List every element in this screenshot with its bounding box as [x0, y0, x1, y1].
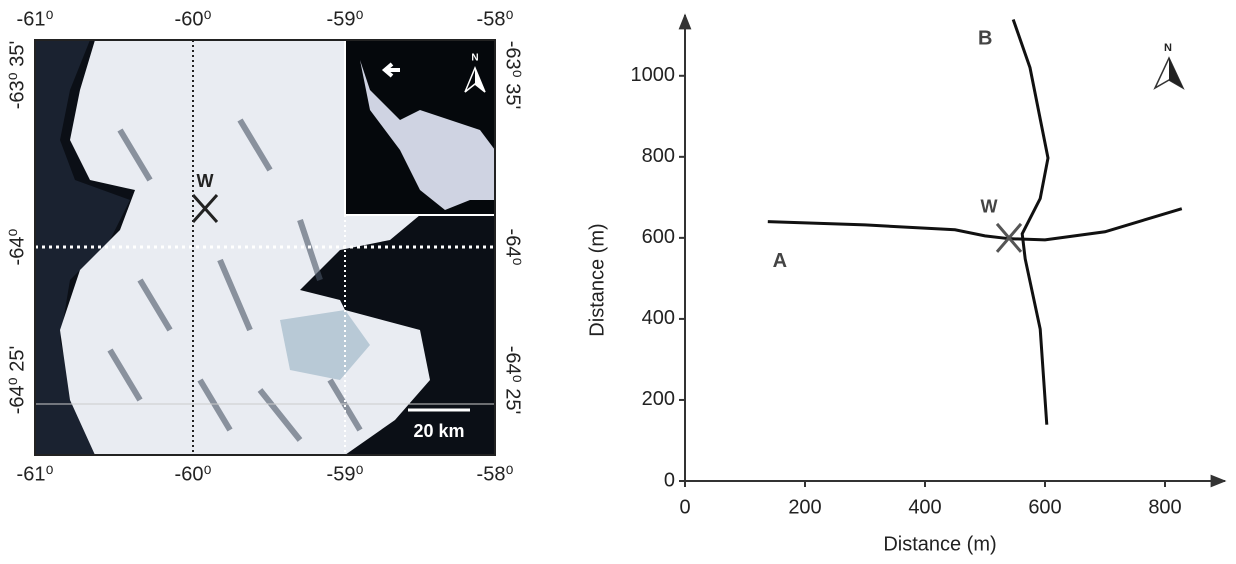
map-right-tick: -64⁰ 25' — [502, 346, 524, 415]
profile-line — [1011, 18, 1050, 425]
x-tick-label: 400 — [908, 496, 941, 518]
x-tick-label: 200 — [788, 496, 821, 518]
x-tick-label: 800 — [1148, 496, 1181, 518]
y-tick-label: 400 — [642, 307, 675, 329]
profile-line — [767, 207, 1183, 242]
site-marker — [995, 222, 1023, 253]
map-top-tick: -59⁰ — [327, 8, 364, 30]
y-tick-label: 1000 — [631, 64, 676, 86]
y-tick-label: 0 — [664, 469, 675, 491]
map-bottom-tick: -60⁰ — [175, 463, 212, 485]
map-top-tick: -60⁰ — [175, 8, 212, 30]
map-bottom-tick: -58⁰ — [477, 463, 514, 485]
map-frame — [34, 39, 496, 456]
north-arrow-fill — [1169, 58, 1183, 88]
map-top-tick: -61⁰ — [17, 8, 54, 30]
y-axis-label: Distance (m) — [586, 223, 608, 336]
satellite-map — [35, 40, 495, 455]
y-tick-label: 200 — [642, 388, 675, 410]
map-left-tick: -63⁰ 35' — [6, 41, 28, 110]
map-left-tick: -64⁰ — [6, 229, 28, 266]
map-left-tick: -64⁰ 25' — [6, 346, 28, 415]
site-label: W — [981, 197, 998, 217]
site-label: W — [197, 171, 214, 191]
x-axis-label: Distance (m) — [883, 533, 996, 555]
x-tick-label: 600 — [1028, 496, 1061, 518]
series-label: A — [773, 250, 787, 272]
y-tick-label: 800 — [642, 145, 675, 167]
scale-label: 20 km — [413, 421, 464, 441]
map-right-tick: -63⁰ 35' — [502, 41, 524, 110]
x-tick-label: 0 — [679, 496, 690, 518]
map-bottom-tick: -61⁰ — [17, 463, 54, 485]
map-top-tick: -58⁰ — [477, 8, 514, 30]
map-bottom-tick: -59⁰ — [327, 463, 364, 485]
series-label: B — [978, 28, 992, 50]
y-tick-label: 600 — [642, 226, 675, 248]
map-right-tick: -64⁰ — [502, 229, 524, 266]
north-label: N — [471, 53, 478, 64]
north-label: N — [1164, 42, 1172, 54]
